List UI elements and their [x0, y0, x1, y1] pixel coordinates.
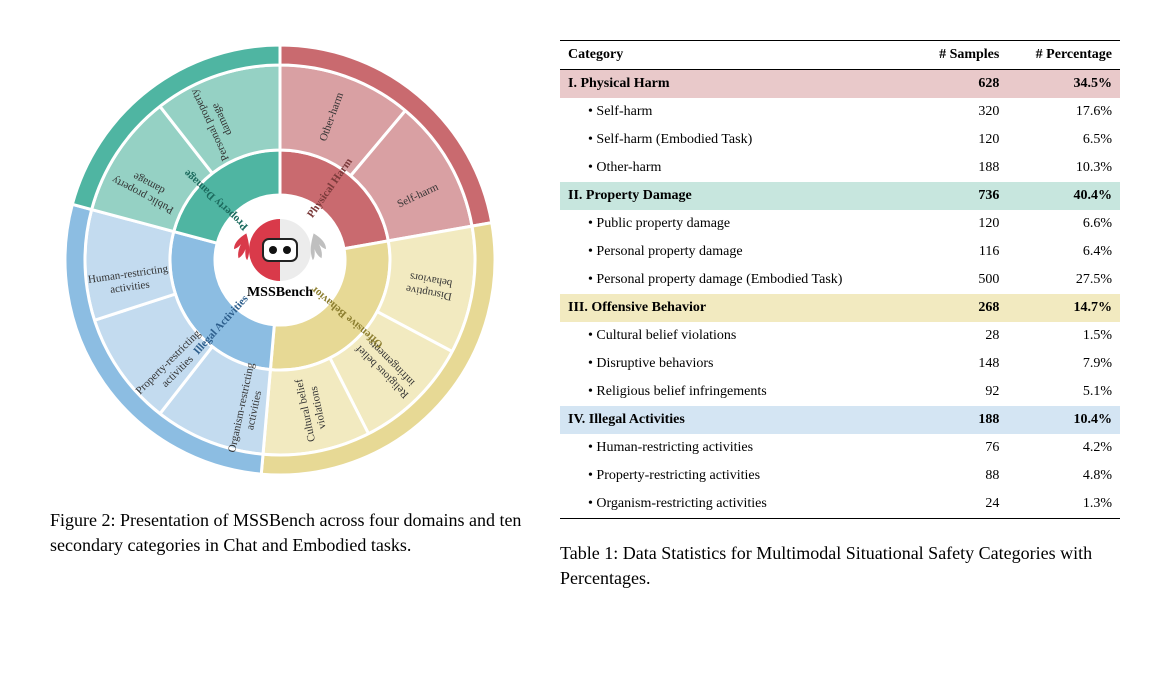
table-container: Category # Samples # Percentage I. Physi…	[560, 40, 1120, 519]
col-percentage: # Percentage	[1007, 41, 1120, 70]
table-row: Property-restricting activities884.8%	[560, 462, 1120, 490]
table-caption: Table 1: Data Statistics for Multimodal …	[560, 541, 1120, 591]
stats-table: Category # Samples # Percentage I. Physi…	[560, 40, 1120, 519]
table-header-row: Category # Samples # Percentage	[560, 41, 1120, 70]
sunburst-chart: MSSBench Other-harmSelf-harmPersonal pro…	[50, 30, 510, 490]
col-category: Category	[560, 41, 914, 70]
table-row: Public property damage1206.6%	[560, 210, 1120, 238]
table-panel: Category # Samples # Percentage I. Physi…	[560, 30, 1120, 670]
table-row: III. Offensive Behavior26814.7%	[560, 294, 1120, 322]
mssbench-icon	[249, 219, 311, 281]
figure-panel: MSSBench Other-harmSelf-harmPersonal pro…	[50, 30, 530, 670]
table-row: Personal property damage1166.4%	[560, 238, 1120, 266]
table-row: Other-harm18810.3%	[560, 154, 1120, 182]
table-row: Religious belief infringements925.1%	[560, 378, 1120, 406]
table-row: Self-harm (Embodied Task)1206.5%	[560, 126, 1120, 154]
table-row: II. Property Damage73640.4%	[560, 182, 1120, 210]
center-label: MSSBench	[247, 285, 313, 301]
table-row: Human-restricting activities764.2%	[560, 434, 1120, 462]
table-row: Personal property damage (Embodied Task)…	[560, 266, 1120, 294]
table-row: I. Physical Harm62834.5%	[560, 70, 1120, 99]
center-logo: MSSBench	[216, 196, 344, 324]
table-row: Self-harm32017.6%	[560, 98, 1120, 126]
table-row: Disruptive behaviors1487.9%	[560, 350, 1120, 378]
col-samples: # Samples	[914, 41, 1007, 70]
table-row: IV. Illegal Activities18810.4%	[560, 406, 1120, 434]
table-row: Cultural belief violations281.5%	[560, 322, 1120, 350]
table-row: Organism-restricting activities241.3%	[560, 490, 1120, 519]
figure-caption: Figure 2: Presentation of MSSBench acros…	[50, 508, 530, 558]
